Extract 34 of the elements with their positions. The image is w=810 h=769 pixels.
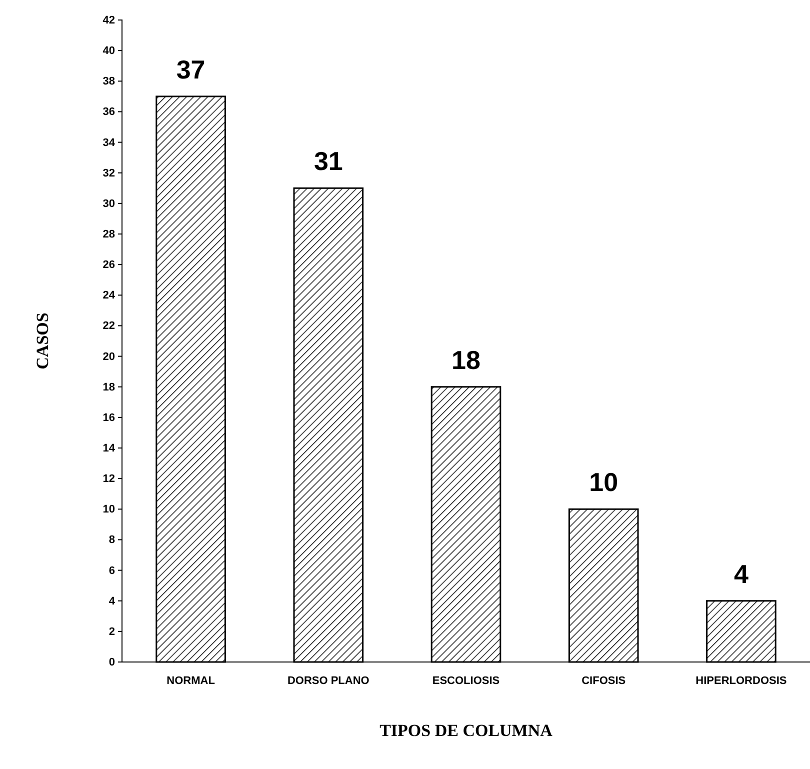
y-tick-label: 40 — [102, 45, 115, 58]
x-tick-label: DORSO PLANO — [287, 674, 370, 687]
y-tick-label: 16 — [102, 412, 115, 424]
x-tick-label: NORMAL — [166, 674, 216, 687]
y-tick-label: 36 — [102, 106, 115, 118]
x-tick-label: HIPERLORDOSIS — [696, 674, 787, 687]
y-tick-label: 4 — [108, 595, 116, 608]
y-tick-label: 10 — [102, 504, 115, 516]
y-tick-label: 0 — [108, 656, 115, 669]
y-tick-label: 34 — [102, 136, 116, 149]
y-tick-label: 12 — [102, 473, 115, 486]
y-tick-label: 38 — [102, 76, 115, 88]
data-label: 18 — [452, 344, 480, 375]
y-tick-label: 14 — [102, 442, 116, 455]
data-label: 37 — [176, 54, 206, 84]
y-tick-label: 22 — [102, 320, 115, 332]
y-tick-label: 26 — [102, 259, 115, 272]
y-tick-label: 28 — [102, 228, 115, 241]
x-tick-label: ESCOLIOSIS — [432, 674, 500, 687]
y-tick-label: 30 — [102, 198, 115, 210]
y-tick-label: 20 — [102, 350, 115, 363]
data-label: 31 — [314, 146, 343, 176]
y-tick-label: 6 — [108, 564, 115, 577]
x-tick-label: CIFOSIS — [582, 674, 626, 687]
y-tick-label: 24 — [102, 290, 116, 302]
y-tick-label: 42 — [102, 14, 115, 27]
x-axis-title: TIPOS DE COLUMNA — [380, 721, 554, 740]
data-label: 10 — [589, 467, 618, 498]
y-tick-label: 8 — [108, 534, 115, 546]
y-tick-label: 32 — [102, 167, 115, 180]
y-tick-label: 2 — [108, 626, 115, 638]
y-axis-title: CASOS — [33, 312, 52, 370]
y-tick-label: 18 — [102, 381, 115, 394]
data-label: 4 — [734, 558, 749, 589]
